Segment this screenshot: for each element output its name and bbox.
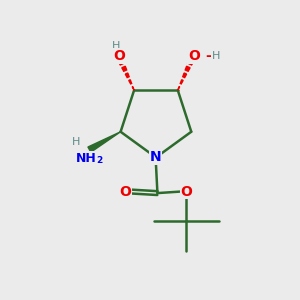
- Polygon shape: [125, 73, 129, 78]
- Polygon shape: [129, 80, 132, 84]
- Polygon shape: [180, 80, 183, 84]
- Polygon shape: [122, 66, 127, 71]
- Text: O: O: [120, 184, 132, 199]
- Polygon shape: [183, 73, 187, 78]
- Text: NH: NH: [76, 152, 96, 165]
- Text: H: H: [212, 51, 220, 61]
- Text: H: H: [112, 41, 121, 51]
- Polygon shape: [132, 86, 134, 90]
- Text: O: O: [188, 49, 200, 63]
- Text: 2: 2: [96, 156, 102, 165]
- Polygon shape: [118, 59, 124, 65]
- Text: -: -: [205, 49, 211, 63]
- Text: H: H: [72, 137, 80, 147]
- Text: O: O: [180, 184, 192, 199]
- Polygon shape: [188, 59, 194, 65]
- Text: O: O: [113, 49, 125, 63]
- Polygon shape: [88, 132, 121, 152]
- Polygon shape: [178, 86, 180, 90]
- Text: N: N: [150, 150, 162, 164]
- Polygon shape: [185, 66, 190, 71]
